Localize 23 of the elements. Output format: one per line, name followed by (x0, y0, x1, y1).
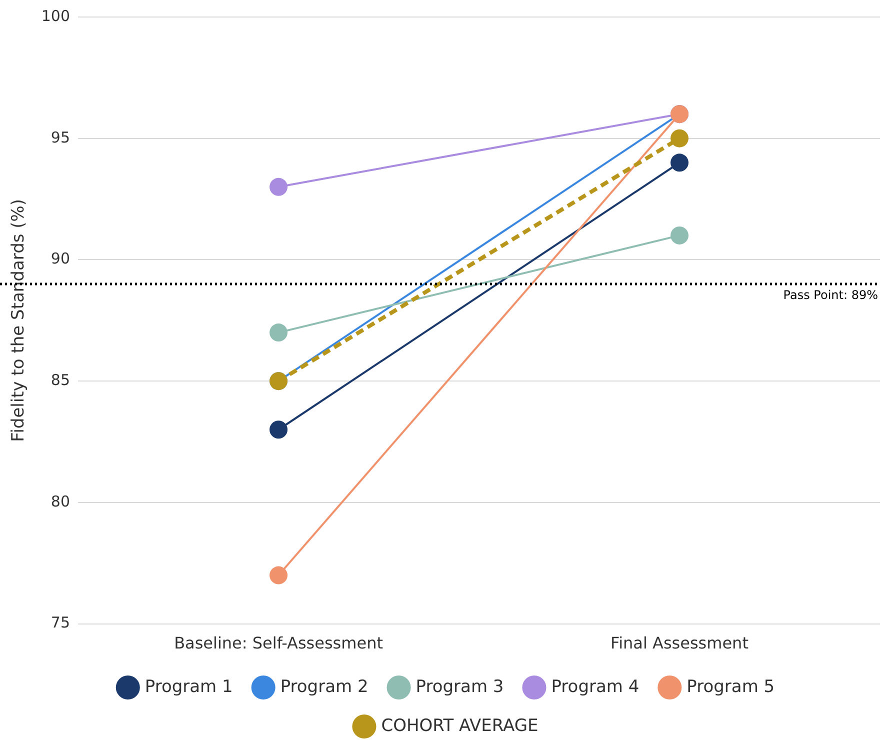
legend-label: Program 1 (144, 676, 233, 697)
y-tick-label: 100 (41, 6, 70, 25)
point (270, 420, 288, 439)
point (270, 566, 288, 584)
point (670, 129, 689, 148)
legend-label: Program 3 (416, 676, 504, 697)
point (270, 178, 288, 196)
point (670, 226, 689, 244)
point (270, 324, 288, 342)
y-tick-label: 80 (50, 492, 70, 510)
legend-label: Program 5 (686, 676, 775, 697)
y-tick-label: 85 (50, 370, 70, 389)
legend-label: Program 4 (551, 676, 640, 697)
ref-line-label: Pass Point: 89% (783, 288, 878, 302)
point (670, 154, 689, 172)
legend-label: COHORT AVERAGE (381, 716, 538, 736)
y-tick-label: 95 (50, 128, 70, 146)
x-tick-label: Final Assessment (610, 634, 748, 653)
x-tick-label: Baseline: Self-Assessment (174, 634, 383, 653)
legend-label: Program 2 (280, 676, 368, 697)
y-tick-label: 90 (50, 250, 70, 268)
y-tick-label: 75 (50, 614, 70, 632)
y-axis-title: Fidelity to the Standards (%) (8, 198, 29, 442)
